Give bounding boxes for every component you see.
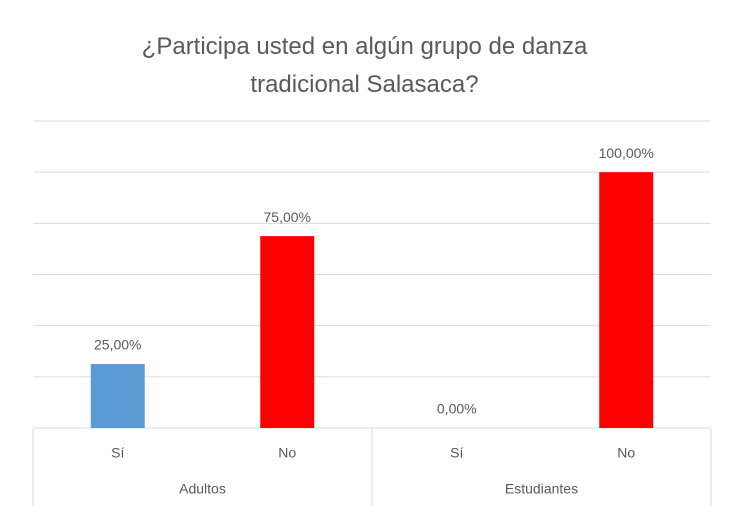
bar (599, 172, 654, 428)
data-label: 75,00% (264, 209, 311, 225)
data-label: 0,00% (437, 401, 477, 417)
title-box: ¿Participa usted en algún grupo de danza… (0, 28, 729, 104)
x-tick-label: Sí (450, 445, 463, 461)
x-tick-label: Sí (111, 445, 124, 461)
bar (90, 364, 145, 428)
group-label: Adultos (179, 481, 226, 497)
bar (260, 236, 315, 428)
x-tick-label: No (278, 445, 296, 461)
chart-title: ¿Participa usted en algún grupo de danza… (141, 33, 588, 98)
data-label: 25,00% (94, 337, 141, 353)
data-label: 100,00% (599, 145, 654, 161)
group-label: Estudiantes (505, 481, 578, 497)
x-tick-label: No (617, 445, 635, 461)
